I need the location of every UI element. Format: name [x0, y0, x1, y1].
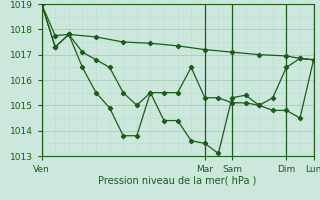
X-axis label: Pression niveau de la mer( hPa ): Pression niveau de la mer( hPa )	[99, 175, 257, 185]
